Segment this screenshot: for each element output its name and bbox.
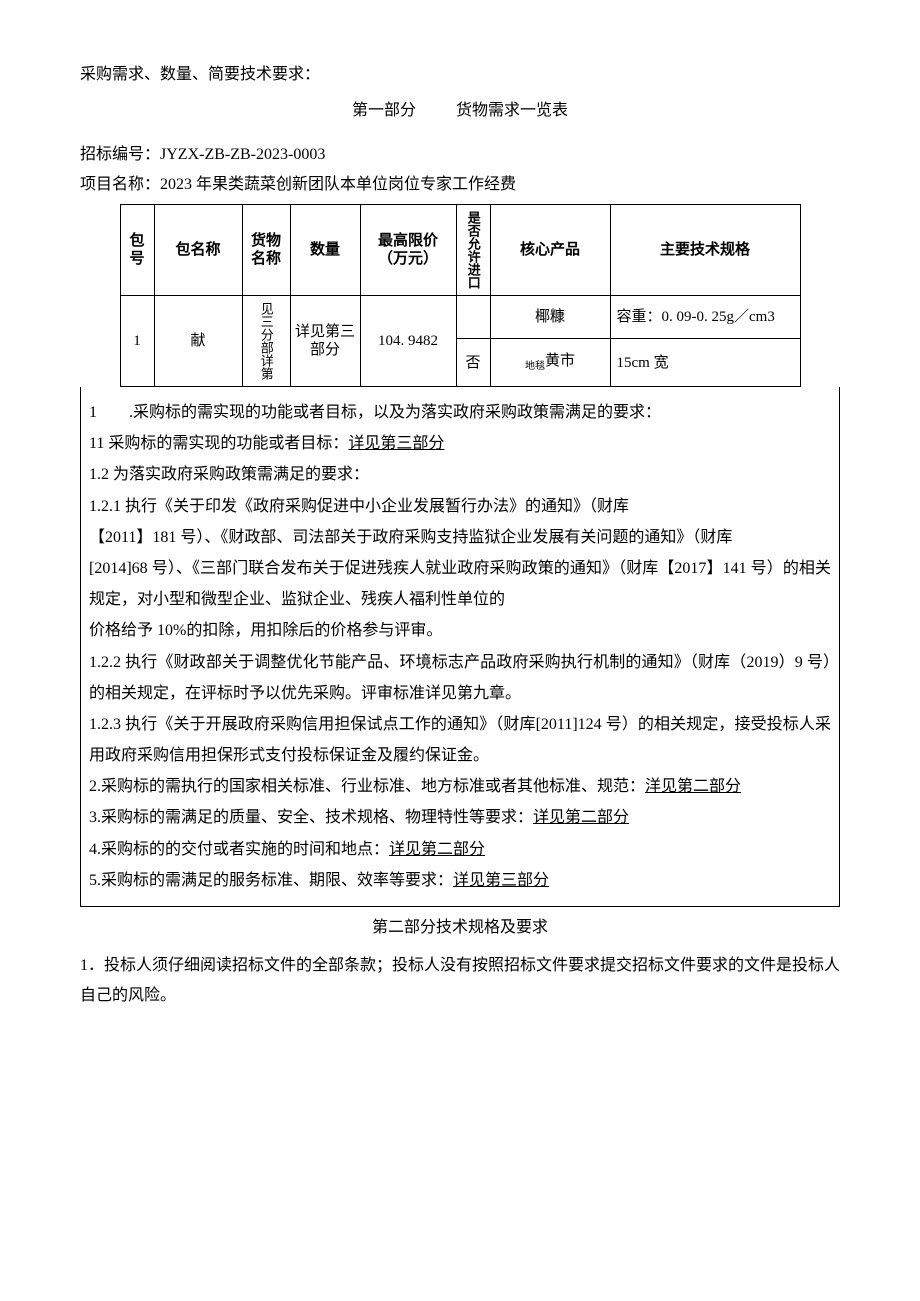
body-p7: 价格给予 10%的扣除，用扣除后的价格参与评审。 <box>89 615 831 646</box>
body-p6: [2014]68 号）、《三部门联合发布关于促进残疾人就业政府采购政策的通知》（… <box>89 553 831 615</box>
body-text-block: 1 .采购标的需实现的功能或者目标，以及为落实政府采购政策需满足的要求： 11 … <box>80 387 840 907</box>
body-p8: 1.2.2 执行《财政部关于调整优化节能产品、环境标志产品政府采购执行机制的通知… <box>89 647 831 709</box>
requirements-table: 包号 包名称 货物名称 数量 最高限价（万元） 是否允许进口 核心产品 主要技术… <box>120 204 801 387</box>
td-spec-2: 15cm 宽 <box>610 339 800 387</box>
section-1-right: 货物需求一览表 <box>456 102 568 119</box>
td-allow-import-1 <box>456 296 490 339</box>
th-core-product: 核心产品 <box>490 205 610 296</box>
td-package-name: 献 <box>154 296 242 387</box>
body-p11: 3.采购标的需满足的质量、安全、技术规格、物理特性等要求：详见第二部分 <box>89 802 831 833</box>
th-quantity: 数量 <box>290 205 360 296</box>
th-package-name: 包名称 <box>154 205 242 296</box>
table-row: 1 献 见三分部详第 详见第三部分 104. 9482 椰糠 容重：0. 09-… <box>120 296 800 339</box>
td-core-product-2-main: 黄市 <box>545 353 575 369</box>
project-label: 项目名称： <box>80 176 160 193</box>
td-goods-name: 见三分部详第 <box>242 296 290 387</box>
section-1-title: 第一部分 货物需求一览表 <box>80 96 840 120</box>
body-p3: 1.2 为落实政府采购政策需满足的要求： <box>89 459 831 490</box>
body-p12: 4.采购标的的交付或者实施的时间和地点：详见第二部分 <box>89 834 831 865</box>
th-goods-name: 货物名称 <box>242 205 290 296</box>
body-p13b-link: 详见第三部分 <box>453 872 549 889</box>
section-1-left: 第一部分 <box>352 102 416 119</box>
th-max-price: 最高限价（万元） <box>360 205 456 296</box>
body-p13a: 5.采购标的需满足的服务标准、期限、效率等要求： <box>89 872 453 889</box>
td-quantity: 详见第三部分 <box>290 296 360 387</box>
body-p1: 1 .采购标的需实现的功能或者目标，以及为落实政府采购政策需满足的要求： <box>89 397 831 428</box>
body-p10: 2.采购标的需执行的国家相关标准、行业标准、地方标准或者其他标准、规范：洋见第二… <box>89 771 831 802</box>
td-core-product-2-prefix: 地毯 <box>525 361 545 372</box>
td-package-no: 1 <box>120 296 154 387</box>
body-p9: 1.2.3 执行《关于开展政府采购信用担保试点工作的通知》（财库[2011]12… <box>89 709 831 771</box>
bid-number-line: 招标编号：JYZX-ZB-ZB-2023-0003 <box>80 140 840 164</box>
td-core-product-1: 椰糠 <box>490 296 610 339</box>
footer-paragraph: 1．投标人须仔细阅读招标文件的全部条款；投标人没有按照招标文件要求提交招标文件要… <box>80 951 840 1012</box>
body-p12b-link: 详见第二部分 <box>389 841 485 858</box>
th-allow-import: 是否允许进口 <box>456 205 490 296</box>
body-p4: 1.2.1 执行《关于印发《政府采购促进中小企业发展暂行办法》的通知》（财库 <box>89 491 831 522</box>
td-core-product-2: 地毯黄市 <box>490 339 610 387</box>
section-2-title: 第二部分技术规格及要求 <box>80 913 840 937</box>
body-p5: 【2011】181 号）、《财政部、司法部关于政府采购支持监狱企业发展有关问题的… <box>89 522 831 553</box>
body-p10b-link: 洋见第二部分 <box>645 778 741 795</box>
body-p13: 5.采购标的需满足的服务标准、期限、效率等要求：详见第三部分 <box>89 865 831 896</box>
th-package-no: 包号 <box>120 205 154 296</box>
body-p10a: 2.采购标的需执行的国家相关标准、行业标准、地方标准或者其他标准、规范： <box>89 778 645 795</box>
project-name: 2023 年果类蔬菜创新团队本单位岗位专家工作经费 <box>160 176 516 193</box>
section-2-right: 技术规格及要求 <box>436 919 548 936</box>
body-p2: 11 采购标的需实现的功能或者目标：详见第三部分 <box>89 428 831 459</box>
project-name-line: 项目名称：2023 年果类蔬菜创新团队本单位岗位专家工作经费 <box>80 170 840 194</box>
intro-text: 采购需求、数量、简要技术要求： <box>80 60 840 84</box>
body-p12a: 4.采购标的的交付或者实施的时间和地点： <box>89 841 389 858</box>
body-p2b-link: 详见第三部分 <box>348 435 444 452</box>
bid-no-value: JYZX-ZB-ZB-2023-0003 <box>160 146 325 163</box>
td-spec-1: 容重：0. 09-0. 25g／cm3 <box>610 296 800 339</box>
table-header-row: 包号 包名称 货物名称 数量 最高限价（万元） 是否允许进口 核心产品 主要技术… <box>120 205 800 296</box>
body-p11a: 3.采购标的需满足的质量、安全、技术规格、物理特性等要求： <box>89 809 533 826</box>
body-p11b-link: 详见第二部分 <box>533 809 629 826</box>
td-max-price: 104. 9482 <box>360 296 456 387</box>
section-2-left: 第二部分 <box>372 919 436 936</box>
th-main-spec: 主要技术规格 <box>610 205 800 296</box>
bid-no-label: 招标编号： <box>80 146 160 163</box>
body-p2a: 11 采购标的需实现的功能或者目标： <box>89 435 348 452</box>
td-allow-import-2: 否 <box>456 339 490 387</box>
